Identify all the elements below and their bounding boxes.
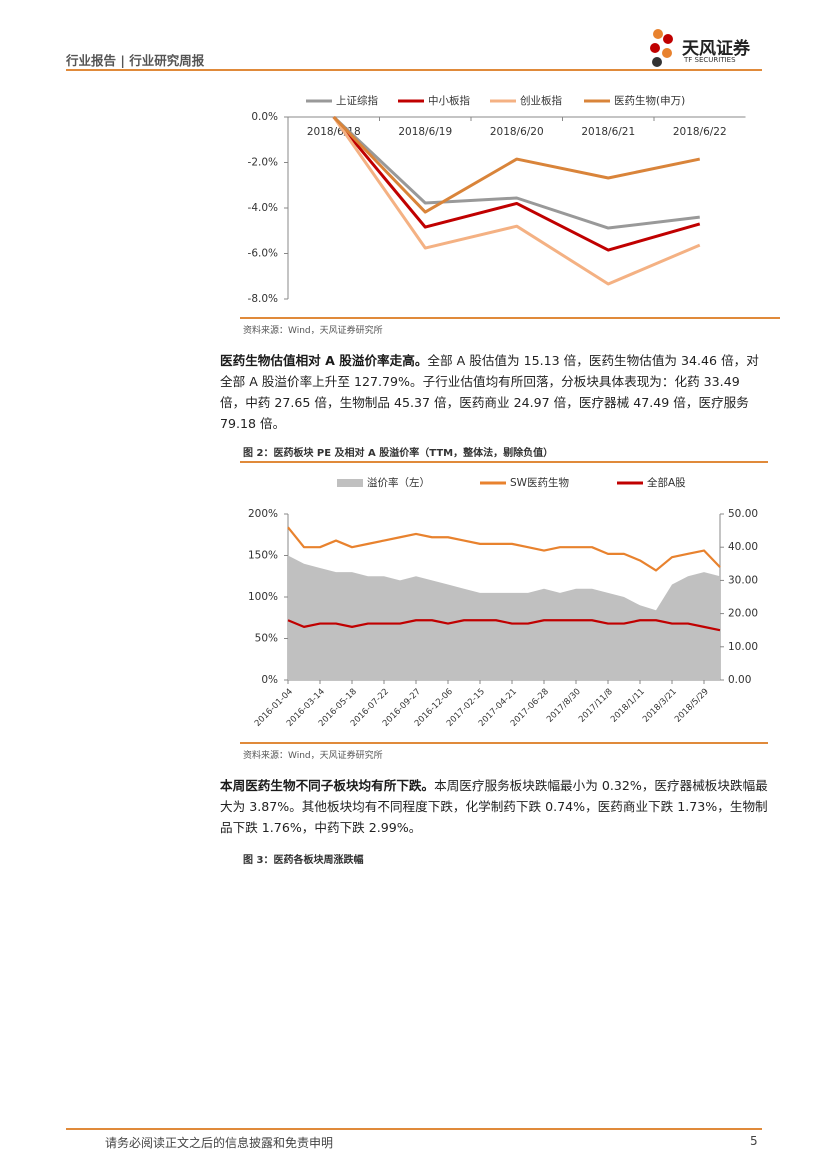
legend-label: SW医药生物	[510, 476, 569, 489]
legend-label: 医药生物(申万)	[614, 94, 685, 107]
lead: 医药生物估值相对 A 股溢价率走高。	[220, 353, 428, 368]
lead: 本周医药生物不同子板块均有所下跌。	[220, 778, 435, 793]
y2-tick-label: 0.00	[728, 674, 751, 686]
line	[332, 116, 701, 286]
paragraph: 医药生物估值相对 A 股溢价率走高。全部 A 股估值为 15.13 倍，医药生物…	[220, 350, 768, 434]
logo-sub: TF SECURITIES	[684, 56, 736, 64]
y-tick-label: -6.0%	[248, 248, 278, 260]
header-rule	[66, 69, 762, 71]
line	[332, 115, 701, 214]
y-tick-label: 0.0%	[251, 111, 278, 123]
header-title: 行业报告 | 行业研究周报	[66, 53, 205, 68]
paragraph: 本周医药生物不同子板块均有所下跌。本周医疗服务板块跌幅最小为 0.32%，医疗器…	[220, 775, 768, 838]
x-tick-label: 2018/6/20	[490, 126, 544, 138]
x-tick-label: 2018/5/29	[673, 687, 711, 725]
footer-notice: 请务必阅读正文之后的信息披露和免责申明	[105, 1136, 334, 1150]
y2-tick-label: 40.00	[728, 541, 758, 553]
legend-label: 中小板指	[428, 94, 470, 107]
text: 本周医疗服务板块跌幅最小为 0.32%，医疗器械板块跌幅最大为 3.87%。其他…	[220, 778, 768, 835]
line	[287, 526, 721, 572]
legend-label: 上证综指	[336, 94, 378, 107]
footer-rule	[66, 1128, 762, 1130]
y2-tick-label: 10.00	[728, 641, 758, 653]
y2-tick-label: 30.00	[728, 574, 758, 586]
logo-text: 天风证券	[682, 39, 750, 59]
rule	[240, 317, 780, 319]
x-tick-label: 2018/6/21	[581, 126, 635, 138]
rule	[240, 461, 768, 463]
page-number: 5	[750, 1134, 758, 1148]
line	[332, 116, 701, 252]
x-tick-label: 2018/6/22	[673, 126, 727, 138]
legend-label: 全部A股	[647, 476, 686, 489]
legend-swatch	[337, 479, 363, 487]
legend-label: 创业板指	[520, 94, 562, 107]
legend-label: 溢价率（左）	[367, 476, 430, 489]
rule	[240, 742, 768, 744]
y-tick-label: 100%	[248, 591, 278, 603]
line	[332, 115, 700, 230]
y-tick-label: 0%	[261, 674, 278, 686]
line	[287, 619, 721, 632]
y2-tick-label: 20.00	[728, 608, 758, 620]
y-tick-label: 50%	[255, 633, 278, 645]
figure-title: 图 3：医药各板块周涨跌幅	[243, 855, 364, 866]
y-tick-label: -8.0%	[248, 293, 278, 305]
y2-tick-label: 50.00	[728, 508, 758, 520]
source: 资料来源：Wind，天风证券研究所	[243, 751, 383, 761]
area	[288, 555, 720, 680]
y-tick-label: -4.0%	[248, 202, 278, 214]
x-tick-label: 2018/6/19	[398, 126, 452, 138]
logo-mark	[650, 29, 673, 67]
text: 全部 A 股估值为 15.13 倍，医药生物估值为 34.46 倍，对全部 A …	[220, 353, 759, 431]
figure-title: 图 2：医药板块 PE 及相对 A 股溢价率（TTM，整体法，剔除负值）	[243, 448, 554, 459]
y-tick-label: 200%	[248, 508, 278, 520]
y-tick-label: -2.0%	[248, 157, 278, 169]
y-tick-label: 150%	[248, 550, 278, 562]
source: 资料来源：Wind，天风证券研究所	[243, 326, 383, 336]
